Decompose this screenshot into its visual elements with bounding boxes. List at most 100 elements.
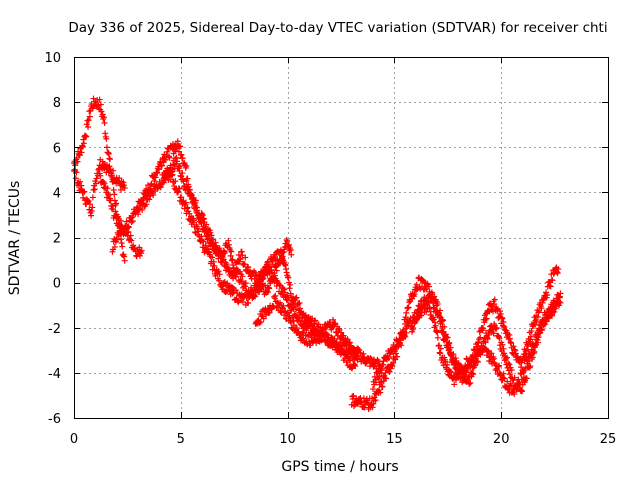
data-point xyxy=(292,306,299,313)
data-point xyxy=(103,144,110,151)
data-point xyxy=(178,151,185,158)
data-point xyxy=(403,318,410,325)
data-point xyxy=(485,349,492,356)
data-point xyxy=(501,375,508,382)
data-point xyxy=(383,375,390,382)
data-point xyxy=(535,334,542,341)
data-point xyxy=(176,185,183,192)
series-1 xyxy=(71,156,128,219)
data-point xyxy=(400,328,407,335)
data-point xyxy=(125,224,132,231)
data-point xyxy=(347,357,354,364)
axis-ticks: 0 5 10 15 20 25 -6 -4 -2 0 2 4 6 8 10 xyxy=(44,51,616,447)
data-point xyxy=(519,388,526,395)
data-point xyxy=(105,191,112,198)
data-point xyxy=(557,299,564,306)
data-point xyxy=(538,327,545,334)
data-point xyxy=(344,336,351,343)
data-point xyxy=(106,163,113,170)
data-point xyxy=(451,381,458,388)
data-point xyxy=(446,339,453,346)
data-point xyxy=(118,240,125,247)
data-point xyxy=(257,319,264,326)
data-point xyxy=(402,333,409,340)
data-point xyxy=(372,379,379,386)
data-point xyxy=(88,212,95,219)
data-point xyxy=(466,381,473,388)
data-point xyxy=(444,334,451,341)
data-point xyxy=(390,359,397,366)
data-point xyxy=(139,206,146,213)
data-point xyxy=(86,201,93,208)
data-point xyxy=(96,96,103,103)
data-point xyxy=(129,218,136,225)
data-point xyxy=(108,172,115,179)
data-point xyxy=(97,101,104,108)
data-point xyxy=(299,329,306,336)
data-point xyxy=(105,150,112,157)
data-point xyxy=(548,308,555,315)
data-point xyxy=(379,383,386,390)
data-point xyxy=(512,350,519,357)
data-point xyxy=(295,300,302,307)
data-point xyxy=(245,300,252,307)
data-point xyxy=(200,238,207,245)
data-point xyxy=(114,236,121,243)
data-point xyxy=(208,232,215,239)
data-point xyxy=(104,185,111,192)
x-tick-label: 15 xyxy=(386,432,403,447)
data-point xyxy=(544,291,551,298)
data-point xyxy=(392,350,399,357)
data-point xyxy=(256,319,263,326)
data-point xyxy=(248,284,255,291)
data-point xyxy=(273,267,280,274)
series-7 xyxy=(348,294,564,413)
data-point xyxy=(477,350,484,357)
data-point xyxy=(116,175,123,182)
data-point xyxy=(89,204,96,211)
data-point xyxy=(470,371,477,378)
data-point xyxy=(138,247,145,254)
data-point xyxy=(150,192,157,199)
data-point xyxy=(136,252,143,259)
data-point xyxy=(245,264,252,271)
data-point xyxy=(105,149,112,156)
data-point xyxy=(72,175,79,182)
data-point xyxy=(179,155,186,162)
data-point xyxy=(434,334,441,341)
data-point xyxy=(372,397,379,404)
data-point xyxy=(528,328,535,335)
data-point xyxy=(444,361,451,368)
x-tick-label: 25 xyxy=(600,432,617,447)
data-point xyxy=(310,323,317,330)
data-point xyxy=(127,232,134,239)
data-point xyxy=(442,358,449,365)
data-point xyxy=(182,161,189,168)
data-point xyxy=(496,362,503,369)
series-2 xyxy=(96,170,145,260)
data-point xyxy=(434,300,441,307)
data-point xyxy=(78,182,85,189)
data-point xyxy=(239,273,246,280)
data-point xyxy=(242,280,249,287)
data-point xyxy=(410,325,417,332)
data-point xyxy=(90,186,97,193)
y-tick-label: 2 xyxy=(53,232,61,247)
data-point xyxy=(85,198,92,205)
data-point xyxy=(221,250,228,257)
data-point xyxy=(209,254,216,261)
data-point xyxy=(177,162,184,169)
y-tick-label: 0 xyxy=(53,277,61,292)
data-point xyxy=(97,172,104,179)
data-point xyxy=(356,347,363,354)
data-point xyxy=(533,318,540,325)
data-point xyxy=(493,324,500,331)
y-tick-label: 10 xyxy=(44,51,61,66)
data-point xyxy=(378,367,385,374)
y-tick-label: -2 xyxy=(48,322,61,337)
data-point xyxy=(90,95,97,102)
data-point xyxy=(174,158,181,165)
data-point xyxy=(502,355,509,362)
data-point xyxy=(499,315,506,322)
data-point xyxy=(216,271,223,278)
